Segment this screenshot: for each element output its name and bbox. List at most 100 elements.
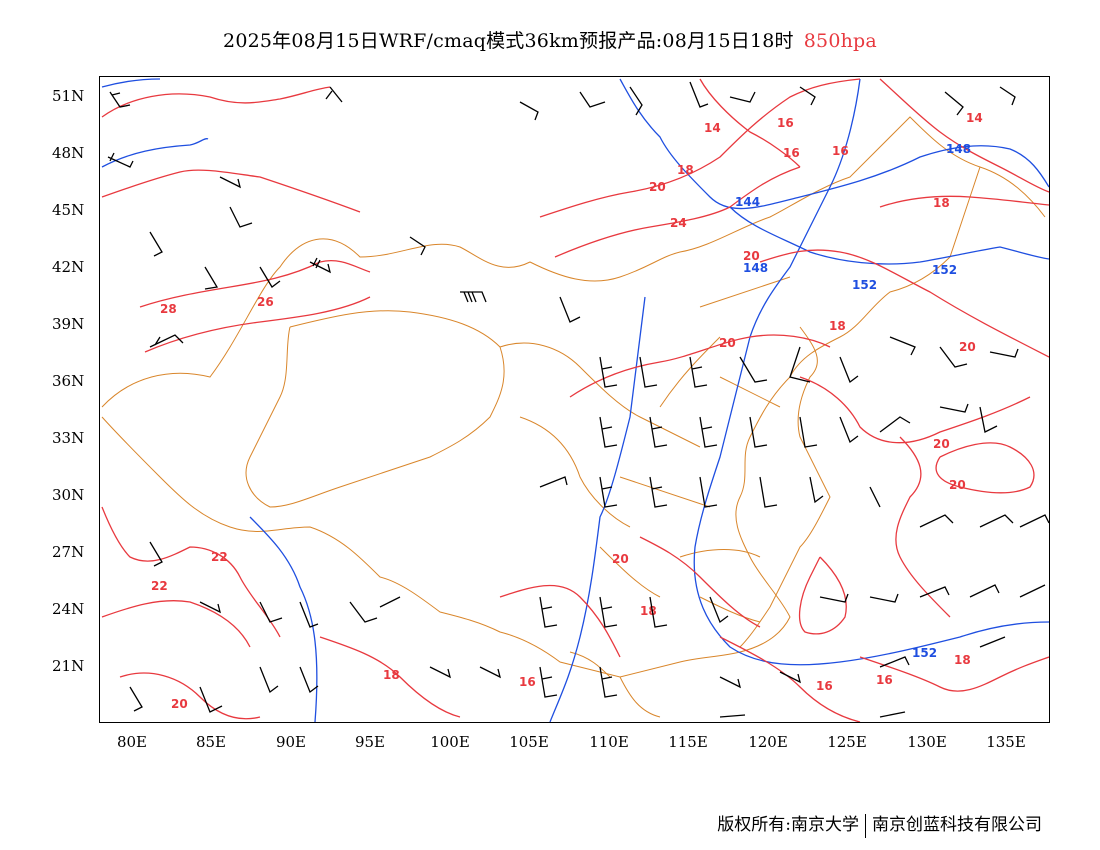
height-contour (729, 206, 1049, 265)
wind-barb (699, 416, 718, 448)
temp-contour (935, 442, 1035, 494)
lat-label: 30N (52, 486, 85, 504)
title-main: 2025年08月15日WRF/cmaq模式36km预报产品:08月15日18时 (223, 30, 794, 52)
wind-barb (599, 666, 618, 698)
height-contour (693, 78, 1049, 666)
temp-label: 20 (612, 552, 629, 566)
temp-label: 28 (160, 302, 177, 316)
wind-barb (869, 593, 899, 603)
temp-label: 16 (832, 144, 849, 158)
wind-barb (649, 596, 668, 628)
wind-barb (299, 666, 319, 694)
temp-contour (798, 556, 847, 635)
wind-barb (799, 86, 816, 106)
temp-contour (895, 436, 951, 618)
wind-barb (639, 356, 658, 388)
temp-label: 18 (954, 653, 971, 667)
wind-barb (919, 514, 954, 528)
height-label: 148 (743, 261, 768, 275)
wind-barb (229, 206, 253, 228)
temp-label: 20 (171, 697, 188, 711)
temp-contour (119, 672, 261, 720)
wind-barb (699, 476, 718, 508)
height-contour (549, 296, 646, 722)
lon-label: 90E (275, 733, 307, 751)
lon-label: 135E (986, 733, 1026, 751)
wind-barb (719, 714, 746, 718)
wind-barb (349, 601, 378, 623)
height-contour (101, 137, 209, 168)
wind-barb (879, 656, 910, 668)
wind-barb (649, 476, 668, 508)
wind-barb (719, 676, 741, 689)
height-label: 152 (932, 263, 957, 277)
wind-barb (259, 266, 281, 288)
lon-label: 80E (116, 733, 148, 751)
wind-barb (599, 356, 618, 388)
country-border (101, 116, 1046, 678)
lat-label: 24N (52, 600, 85, 618)
height-label: 152 (852, 278, 877, 292)
wind-barb (839, 356, 859, 384)
temp-label: 20 (949, 478, 966, 492)
wind-barb (559, 296, 581, 323)
lon-label: 110E (589, 733, 629, 751)
wind-barb (129, 686, 143, 712)
height-label: 144 (735, 195, 760, 209)
wind-barb (999, 86, 1016, 106)
wind-barb (579, 91, 606, 108)
wind-barb (879, 416, 911, 433)
height-label: 148 (946, 142, 971, 156)
wind-barb (199, 686, 223, 713)
temp-label: 26 (257, 295, 274, 309)
temp-contour (499, 584, 621, 658)
height-contour (101, 78, 1049, 210)
wind-barb (219, 176, 241, 189)
temp-label: 24 (670, 216, 687, 230)
wind-barb (749, 416, 768, 448)
lat-label: 45N (52, 201, 85, 219)
temp-label: 14 (966, 111, 983, 125)
wind-barb (799, 416, 818, 448)
temp-contour (539, 78, 861, 218)
wind-barb (919, 586, 950, 598)
wind-barb (149, 541, 163, 567)
lon-label: 120E (748, 733, 788, 751)
temp-label: 16 (777, 116, 794, 130)
lon-label: 115E (668, 733, 708, 751)
wind-barb (739, 356, 768, 383)
wind-barb (689, 81, 709, 108)
temp-label: 18 (677, 163, 694, 177)
wind-barb (299, 601, 319, 628)
temp-label: 22 (151, 579, 168, 593)
wind-barbs (107, 81, 1049, 718)
wind-barb (979, 514, 1014, 528)
wind-barb (729, 91, 756, 103)
wind-barb (939, 346, 968, 368)
wind-barb (1019, 514, 1049, 528)
temp-label: 22 (211, 550, 228, 564)
wind-barb (429, 666, 451, 679)
wind-barb (539, 476, 568, 488)
wind-barb (819, 593, 849, 603)
footer-owner-1: 版权所有:南京大学 (717, 815, 859, 835)
lat-label: 51N (52, 87, 85, 105)
wind-barb (599, 476, 618, 508)
temp-contour (879, 195, 1049, 208)
wind-barb (379, 596, 401, 608)
wind-barb (204, 266, 219, 290)
temp-contour (699, 78, 801, 168)
wind-barb (939, 403, 969, 413)
lon-label: 100E (430, 733, 470, 751)
wind-barb (519, 101, 539, 121)
temp-label: 20 (933, 437, 950, 451)
temp-label: 18 (383, 668, 400, 682)
height-contours (101, 78, 1049, 722)
lat-label: 39N (52, 315, 85, 333)
wind-barb (839, 416, 859, 444)
weather-map: 14 16 16 16 18 20 24 20 18 28 26 20 18 2… (101, 78, 1049, 722)
wind-barb (199, 601, 221, 614)
wind-barb (759, 476, 778, 508)
wind-barb (689, 356, 708, 388)
boundary-lines (101, 116, 1046, 718)
